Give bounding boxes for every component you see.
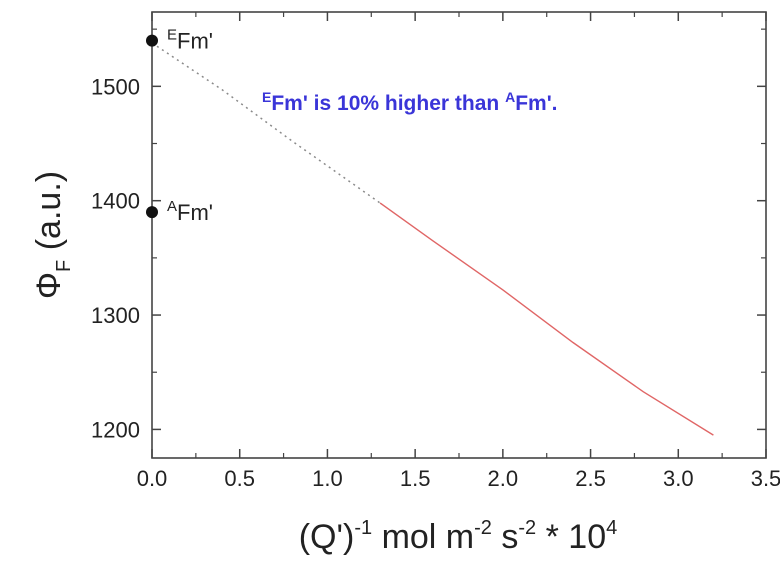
marker-point [146,206,158,219]
y-tick-label: 1300 [91,303,140,328]
x-title-mid2: s [492,518,518,556]
y-title-sub: F [53,260,75,272]
extrapolation-line [151,42,381,204]
x-tick-label: 0.5 [224,466,255,491]
note-part-2: Fm'. [515,92,557,115]
x-title-exp1: -1 [354,517,372,539]
x-axis-ticks: 0.0 0.5 1.0 1.5 2.0 2.5 3.0 3.5 [137,12,780,491]
point-label: EFm' [167,27,213,54]
x-title-exp3: -2 [518,517,536,539]
y-axis-title: ΦF (a.u.) [30,171,75,299]
y-tick-label: 1500 [91,74,140,99]
measured-line [379,202,714,436]
y-title-symbol: Φ [30,272,68,299]
note-sup-e: E [262,89,271,105]
x-tick-label: 3.0 [663,466,694,491]
data-points: EFm' AFm' [146,27,213,225]
note-part-1: Fm' is 10% higher than [271,92,505,115]
plot-frame [151,11,767,459]
x-tick-label: 1.5 [400,466,431,491]
x-tick-label: 2.5 [575,466,606,491]
y-tick-label: 1200 [91,417,140,442]
x-tick-label: 2.0 [488,466,519,491]
x-title-base: (Q') [299,518,355,556]
point-label: AFm' [167,198,213,225]
note-sup-a: A [505,89,515,105]
x-tick-label: 1.0 [312,466,343,491]
comparison-note: EFm' is 10% higher than AFm'. [262,89,558,115]
y-tick-label: 1400 [91,189,140,214]
x-title-exp4: 4 [606,517,617,539]
x-title-exp2: -2 [474,517,492,539]
x-title-mid: mol m [372,518,474,556]
x-tick-label: 3.5 [751,466,780,491]
y-title-unit: (a.u.) [30,171,68,260]
x-axis-title: (Q')-1 mol m-2 s-2 * 104 [299,517,618,556]
marker-point [146,34,158,47]
y-axis-ticks: 1200 1300 1400 1500 [91,28,766,442]
x-tick-label: 0.0 [137,466,168,491]
x-title-tail: * 10 [536,518,606,556]
